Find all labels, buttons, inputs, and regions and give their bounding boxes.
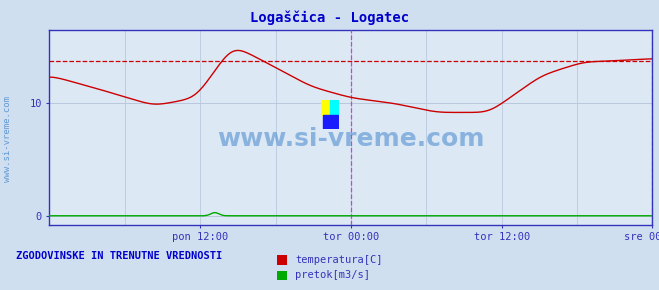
Text: Logaščica - Logatec: Logaščica - Logatec bbox=[250, 10, 409, 25]
Text: www.si-vreme.com: www.si-vreme.com bbox=[3, 96, 13, 182]
Bar bbox=[330, 100, 339, 115]
Text: www.si-vreme.com: www.si-vreme.com bbox=[217, 127, 484, 151]
Text: temperatura[C]: temperatura[C] bbox=[295, 255, 383, 265]
Text: ZGODOVINSKE IN TRENUTNE VREDNOSTI: ZGODOVINSKE IN TRENUTNE VREDNOSTI bbox=[16, 251, 223, 261]
Bar bbox=[321, 100, 330, 115]
Text: pretok[m3/s]: pretok[m3/s] bbox=[295, 270, 370, 280]
Bar bbox=[323, 115, 337, 129]
